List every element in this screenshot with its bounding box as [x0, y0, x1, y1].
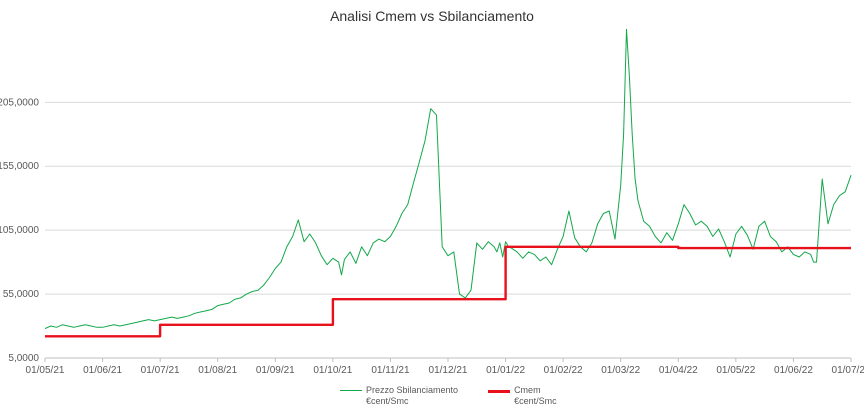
y-tick-label: 5,0000 — [8, 353, 39, 364]
y-tick-label: 205,0000 — [0, 97, 39, 108]
x-tick-label: 01/04/22 — [659, 365, 698, 376]
x-tick-label: 01/05/21 — [26, 365, 65, 376]
x-tick-label: 01/07/22 — [832, 365, 864, 376]
legend-label-cmem: Cmem €cent/Smc — [514, 385, 557, 407]
legend-label-cmem-line2: €cent/Smc — [514, 396, 557, 406]
grid-lines — [45, 101, 851, 295]
legend-item-cmem: Cmem €cent/Smc — [488, 385, 557, 407]
x-tick-label: 01/05/22 — [716, 365, 755, 376]
y-tick-label: 55,0000 — [3, 289, 40, 300]
axes — [44, 357, 852, 362]
x-tick-label: 01/10/21 — [313, 365, 352, 376]
x-tick-label: 01/11/21 — [371, 365, 410, 376]
legend-label-prezzo-line1: Prezzo Sbilanciamento — [366, 385, 459, 395]
legend-label-prezzo: Prezzo Sbilanciamento €cent/Smc — [366, 385, 458, 407]
y-tick-labels: 5,0000 55,0000 105,0000 155,0000 205,0000 — [0, 97, 39, 364]
x-tick-label: 01/03/22 — [601, 365, 640, 376]
x-tick-label: 01/07/21 — [141, 365, 180, 376]
series-lines — [44, 28, 852, 338]
x-tick-labels: 01/05/21 01/06/21 01/07/21 01/08/21 01/09/21… — [26, 365, 864, 376]
x-tick-label: 01/12/21 — [429, 365, 468, 376]
legend-label-cmem-line1: Cmem — [514, 385, 541, 395]
y-tick-label: 155,0000 — [0, 161, 39, 172]
legend-item-prezzo: Prezzo Sbilanciamento €cent/Smc — [340, 385, 458, 407]
series-line-prezzo — [44, 28, 852, 330]
legend-label-prezzo-line2: €cent/Smc — [366, 396, 409, 406]
x-tick-label: 01/06/22 — [774, 365, 813, 376]
x-tick-label: 01/02/22 — [544, 365, 583, 376]
legend: Prezzo Sbilanciamento €cent/Smc Cmem €ce… — [340, 385, 557, 407]
x-tick-label: 01/06/21 — [83, 365, 122, 376]
x-tick-label: 01/01/22 — [486, 365, 525, 376]
x-tick-label: 01/08/21 — [198, 365, 237, 376]
x-tick-label: 01/09/21 — [256, 365, 295, 376]
y-tick-label: 105,0000 — [0, 225, 39, 236]
chart-title: Analisi Cmem vs Sbilanciamento — [330, 8, 534, 24]
series-line-cmem — [45, 245, 851, 338]
legend-swatch-cmem — [488, 390, 511, 393]
legend-swatch-prezzo — [340, 390, 362, 391]
